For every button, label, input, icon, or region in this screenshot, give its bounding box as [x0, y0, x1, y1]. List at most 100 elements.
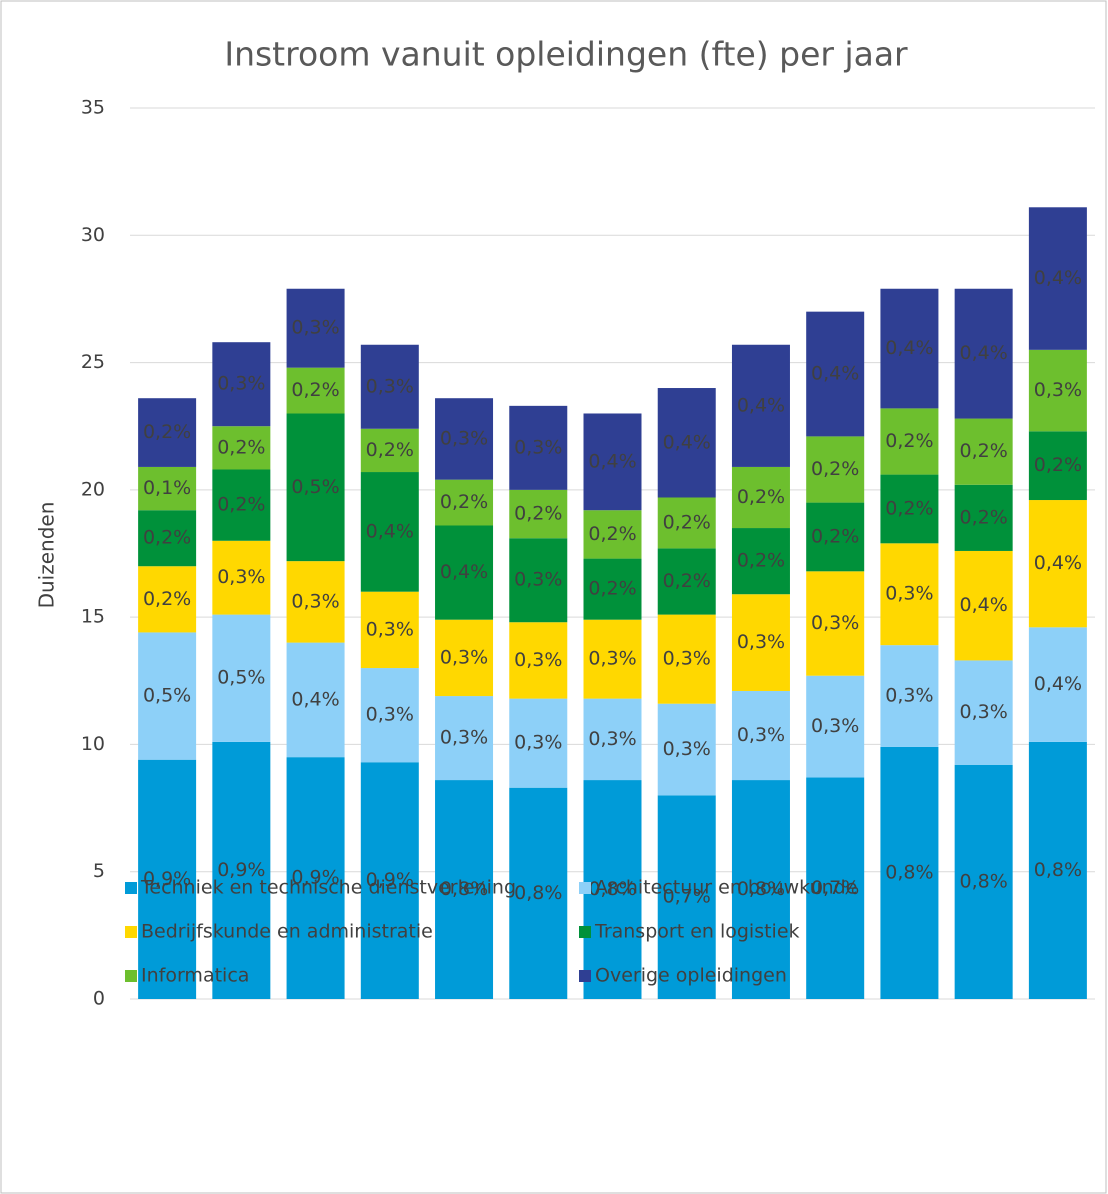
- data-label: 0,3%: [663, 648, 711, 670]
- bar-segment: [731, 780, 790, 999]
- y-axis-title: Duizenden: [35, 502, 59, 609]
- data-label: 0,4%: [885, 337, 933, 359]
- data-label: 0,2%: [885, 430, 933, 452]
- bar-segment: [286, 642, 345, 758]
- data-label: 0,5%: [291, 476, 339, 498]
- bar-segment: [657, 614, 716, 704]
- bar-segment: [583, 413, 642, 511]
- bar-segment: [657, 497, 716, 549]
- bar-segment: [880, 288, 939, 409]
- data-label: 0,3%: [514, 569, 562, 591]
- data-label: 0,8%: [440, 878, 488, 900]
- data-label: 0,2%: [143, 527, 191, 549]
- legend-label: Informatica: [141, 965, 249, 987]
- bar-segment: [360, 591, 419, 669]
- data-label: 0,2%: [811, 458, 859, 480]
- bar-segment: [806, 571, 865, 676]
- bar-segment: [286, 413, 345, 562]
- data-label: 0,4%: [1034, 552, 1082, 574]
- data-label: 0,3%: [663, 738, 711, 760]
- data-label: 0,2%: [1034, 454, 1082, 476]
- data-label: 0,4%: [1034, 267, 1082, 289]
- bar-segment: [138, 466, 197, 511]
- bar-segment: [360, 668, 419, 763]
- y-tick-label: 0: [93, 988, 105, 1010]
- bar-segment: [435, 696, 494, 781]
- bar-segment: [954, 550, 1013, 661]
- bar-segment: [509, 405, 568, 490]
- data-label: 0,7%: [663, 886, 711, 908]
- data-label: 0,3%: [811, 612, 859, 634]
- data-label: 0,3%: [366, 618, 414, 640]
- data-label: 0,2%: [143, 588, 191, 610]
- data-label: 0,4%: [811, 363, 859, 385]
- data-label: 0,2%: [960, 440, 1008, 462]
- legend-swatch: [579, 970, 591, 982]
- data-label: 0,3%: [588, 648, 636, 670]
- data-label: 0,3%: [366, 704, 414, 726]
- bar-segment: [583, 698, 642, 781]
- bar-segment: [954, 660, 1013, 765]
- bar-segment: [138, 759, 197, 999]
- data-label: 0,2%: [737, 550, 785, 572]
- bar-segment: [509, 489, 568, 539]
- bar-segment: [731, 528, 790, 595]
- bar-segment: [731, 344, 790, 467]
- data-label: 0,3%: [1034, 379, 1082, 401]
- bar-segment: [954, 418, 1013, 485]
- data-label: 0,3%: [588, 728, 636, 750]
- data-label: 0,3%: [440, 727, 488, 749]
- y-tick-label: 20: [81, 478, 105, 500]
- data-label: 0,3%: [291, 317, 339, 339]
- bar-segment: [583, 558, 642, 620]
- bar-segment: [212, 614, 271, 742]
- data-label: 0,3%: [440, 427, 488, 449]
- bar-segment: [1028, 431, 1087, 501]
- data-label: 0,2%: [663, 511, 711, 533]
- y-tick-label: 10: [81, 733, 105, 755]
- bar-segment: [435, 619, 494, 697]
- data-label: 0,4%: [960, 342, 1008, 364]
- bar-segment: [509, 787, 568, 999]
- bar-segment: [435, 479, 494, 526]
- data-label: 0,3%: [217, 373, 265, 395]
- data-label: 0,2%: [588, 578, 636, 600]
- legend-swatch: [125, 882, 137, 894]
- bar-segment: [806, 436, 865, 503]
- y-tick-label: 25: [81, 351, 105, 373]
- data-label: 0,2%: [217, 436, 265, 458]
- bar-segment: [286, 757, 345, 999]
- bar-segment: [731, 594, 790, 691]
- bar-segment: [657, 548, 716, 615]
- bar-segment: [1028, 207, 1087, 350]
- bar-segment: [212, 741, 271, 999]
- data-label: 0,7%: [811, 877, 859, 899]
- data-label: 0,2%: [143, 421, 191, 443]
- data-label: 0,8%: [737, 878, 785, 900]
- data-label: 0,3%: [811, 715, 859, 737]
- data-label: 0,8%: [960, 870, 1008, 892]
- bar-segment: [509, 698, 568, 788]
- bar-segment: [212, 540, 271, 615]
- data-label: 0,3%: [960, 701, 1008, 723]
- data-label: 0,4%: [588, 450, 636, 472]
- data-label: 0,8%: [885, 861, 933, 883]
- legend-label: Bedrijfskunde en administratie: [141, 921, 433, 943]
- bar-segment: [954, 764, 1013, 999]
- data-label: 0,2%: [217, 494, 265, 516]
- y-tick-label: 15: [81, 606, 105, 628]
- data-label: 0,2%: [366, 439, 414, 461]
- data-label: 0,1%: [143, 477, 191, 499]
- data-label: 0,2%: [514, 503, 562, 525]
- data-label: 0,4%: [366, 520, 414, 542]
- legend-label: Architectuur en bouwkunde: [595, 877, 857, 899]
- data-label: 0,3%: [514, 649, 562, 671]
- data-label: 0,2%: [885, 497, 933, 519]
- data-label: 0,8%: [588, 878, 636, 900]
- bar-segment: [435, 398, 494, 480]
- bar-segment: [212, 426, 271, 470]
- bar-segment: [212, 469, 271, 541]
- data-label: 0,3%: [440, 646, 488, 668]
- legend-swatch: [579, 926, 591, 938]
- data-label: 0,3%: [217, 566, 265, 588]
